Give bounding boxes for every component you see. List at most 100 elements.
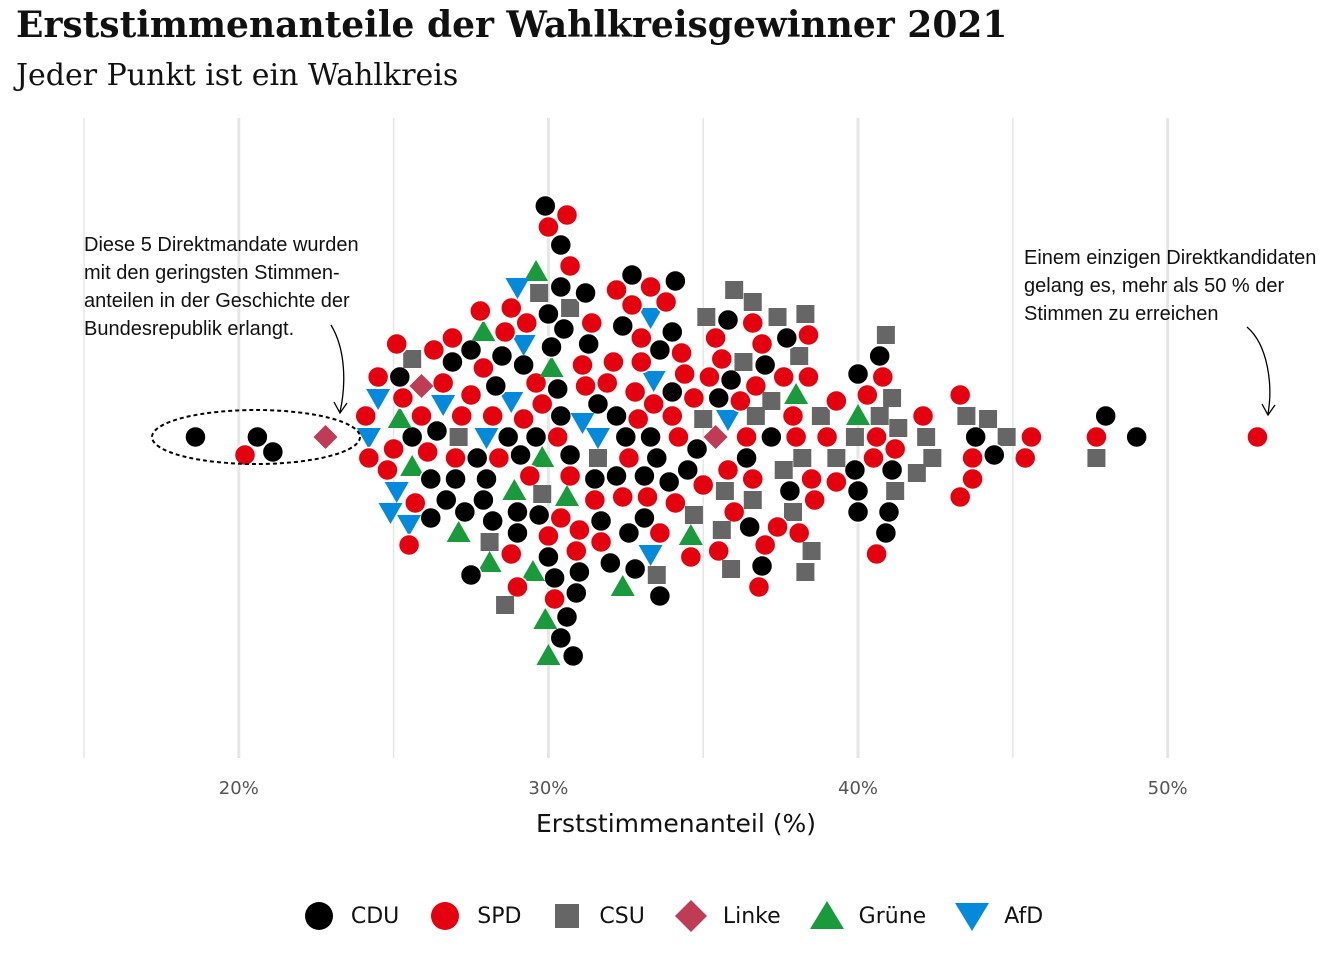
data-point-cdu — [868, 344, 891, 368]
data-point-gruene — [678, 524, 703, 545]
data-point-spd — [753, 533, 777, 557]
annotation-arrow-left — [330, 324, 345, 413]
data-point-cdu — [846, 479, 870, 503]
data-point-spd — [797, 323, 820, 347]
data-point-cdu — [512, 353, 535, 377]
data-point-csu — [1087, 449, 1106, 467]
data-point-spd — [410, 404, 433, 428]
annotation-ellipse — [151, 409, 361, 465]
data-point-cdu — [459, 563, 483, 587]
data-point-spd — [803, 488, 826, 512]
data-point-spd — [620, 293, 644, 317]
data-point-spd — [750, 332, 774, 356]
x-axis-title: Erststimmenanteil (%) — [536, 809, 816, 838]
data-point-spd — [472, 356, 495, 380]
legend-shape — [809, 901, 844, 929]
data-point-spd — [500, 296, 523, 320]
data-point-spd — [961, 446, 984, 470]
data-point-cdu — [614, 425, 638, 449]
data-point-spd — [385, 332, 408, 356]
data-point-csu — [647, 566, 666, 584]
data-point-spd — [500, 542, 523, 566]
data-point-spd — [862, 446, 885, 470]
data-point-cdu — [490, 344, 514, 368]
data-point-cdu — [434, 488, 458, 512]
data-point-spd — [397, 533, 421, 557]
data-point-spd — [574, 374, 597, 398]
data-point-spd — [716, 458, 740, 482]
data-point-csu — [588, 449, 607, 467]
data-point-spd — [481, 404, 504, 428]
data-point-spd — [639, 275, 662, 299]
legend-item-gruene: Grüne — [809, 898, 926, 934]
data-point-spd — [871, 365, 895, 389]
data-point-cdu — [184, 425, 207, 449]
legend-item-linke: Linke — [673, 898, 781, 934]
data-point-gruene — [530, 446, 555, 467]
data-point-cdu — [633, 464, 656, 488]
legend-marker-linke — [674, 900, 707, 932]
data-point-cdu — [540, 335, 563, 359]
data-point-linke — [409, 374, 434, 398]
data-point-cdu — [475, 467, 498, 491]
data-point-spd — [825, 389, 848, 413]
data-point-spd — [546, 425, 569, 449]
data-point-spd — [354, 404, 377, 428]
legend-label: SPD — [477, 903, 522, 929]
data-point-spd — [630, 350, 653, 374]
data-point-spd — [558, 254, 582, 278]
data-point-cdu — [589, 509, 613, 533]
data-point-csu — [957, 407, 976, 425]
data-point-cdu — [472, 488, 495, 512]
data-point-cdu — [648, 584, 672, 608]
data-point-spd — [825, 470, 848, 494]
legend-marker-gruene — [809, 901, 844, 929]
data-point-csu — [530, 284, 549, 302]
data-point-spd — [512, 407, 535, 431]
data-point-spd — [883, 437, 907, 461]
data-point-csu — [907, 464, 926, 482]
annotation-arrowhead-left — [333, 401, 348, 415]
data-point-cdu — [661, 380, 684, 404]
data-point-cdu — [661, 320, 684, 344]
annotation-left-line: anteilen in der Geschichte der — [84, 290, 350, 312]
data-point-cdu — [843, 458, 867, 482]
data-point-linke — [313, 425, 338, 449]
data-point-afd — [366, 389, 391, 410]
annotation-right-line: gelang es, mehr als 50 % der — [1024, 275, 1284, 297]
data-point-spd — [698, 365, 721, 389]
data-point-cdu — [537, 302, 560, 326]
data-point-csu — [886, 482, 905, 500]
data-point-gruene — [784, 383, 809, 404]
data-point-spd — [1246, 425, 1269, 449]
data-point-cdu — [738, 515, 761, 539]
data-point-afd — [638, 308, 663, 329]
data-point-spd — [1085, 425, 1108, 449]
data-point-spd — [642, 392, 665, 416]
data-point-cdu — [577, 332, 600, 356]
legend-marker-spd — [431, 902, 460, 930]
data-point-gruene — [520, 560, 545, 581]
data-point-csu — [762, 392, 781, 410]
data-point-gruene — [524, 260, 549, 281]
annotation-right-text: Einem einzigen Direktkandidaten gelang e… — [1024, 247, 1322, 325]
data-point-cdu — [664, 269, 687, 293]
data-point-spd — [800, 467, 823, 491]
data-point-cdu — [750, 554, 774, 578]
annotation-left-line: Diese 5 Direktmandate wurden — [84, 234, 359, 256]
data-point-spd — [487, 446, 511, 470]
data-point-cdu — [506, 500, 529, 524]
data-point-spd — [670, 341, 693, 365]
data-point-csu — [997, 428, 1016, 446]
data-point-csu — [496, 596, 515, 614]
data-point-afd — [378, 503, 403, 524]
data-point-spd — [781, 404, 805, 428]
legend-marker-csu — [555, 904, 580, 928]
data-point-spd — [416, 440, 439, 464]
data-point-cdu — [719, 368, 743, 392]
x-tick-label: 40% — [838, 778, 878, 799]
data-point-spd — [595, 371, 619, 395]
data-point-afd — [641, 371, 666, 392]
data-point-spd — [948, 383, 972, 407]
data-point-afd — [715, 410, 740, 431]
